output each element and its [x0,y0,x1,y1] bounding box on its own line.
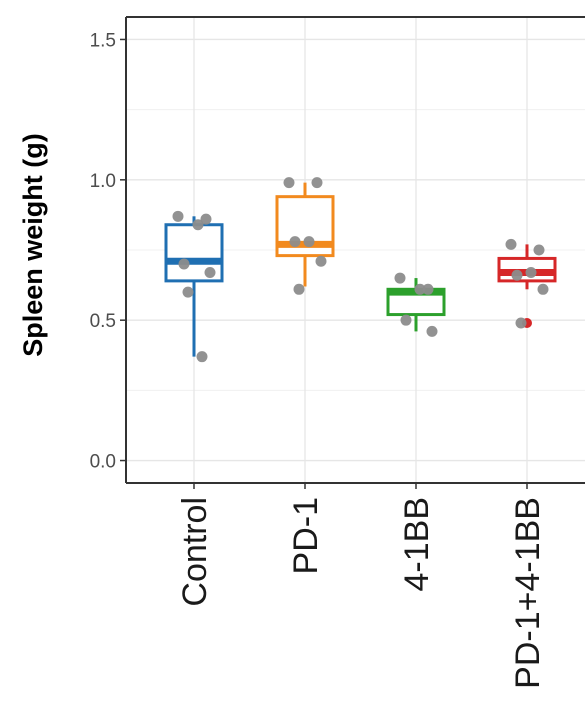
box-group-4-1bb [386,272,446,337]
data-point [283,177,295,189]
data-point [196,351,208,363]
data-point [537,283,549,295]
x-category-label: 4-1BB [398,497,436,592]
box-series [164,177,557,363]
data-point [400,314,412,326]
x-category-label: PD-1 [287,497,325,574]
box-group-pd-1-4-1bb [497,238,557,329]
data-point [394,272,406,284]
box-group-control [164,210,224,363]
y-tick-label: 0.0 [90,452,116,473]
data-point [178,258,190,270]
data-point [182,286,194,298]
data-point [315,255,327,267]
y-tick-labels: 0.0 0.5 1.0 1.5 [90,30,116,472]
data-point [505,238,517,250]
data-point [192,219,204,231]
y-tick-label: 0.5 [90,311,116,332]
data-point [426,325,438,337]
data-point [511,269,523,281]
data-point [525,266,537,278]
data-point [293,283,305,295]
data-point [303,236,315,248]
data-point [533,244,545,256]
x-category-label: PD-1+4-1BB [509,497,547,689]
data-point [289,236,301,248]
data-point [422,283,434,295]
data-point [311,177,323,189]
x-category-labels: Control PD-1 4-1BB PD-1+4-1BB [176,497,547,689]
y-tick-label: 1.0 [90,171,116,192]
data-point [515,317,527,329]
data-point [414,283,426,295]
box-group-pd-1 [275,177,335,295]
y-axis-title: Spleen weight (g) [18,133,48,357]
data-point [200,213,212,225]
data-point [204,266,216,278]
axes [120,16,585,489]
data-point [172,210,184,222]
x-category-label: Control [176,497,214,607]
y-tick-label: 1.5 [90,30,116,51]
